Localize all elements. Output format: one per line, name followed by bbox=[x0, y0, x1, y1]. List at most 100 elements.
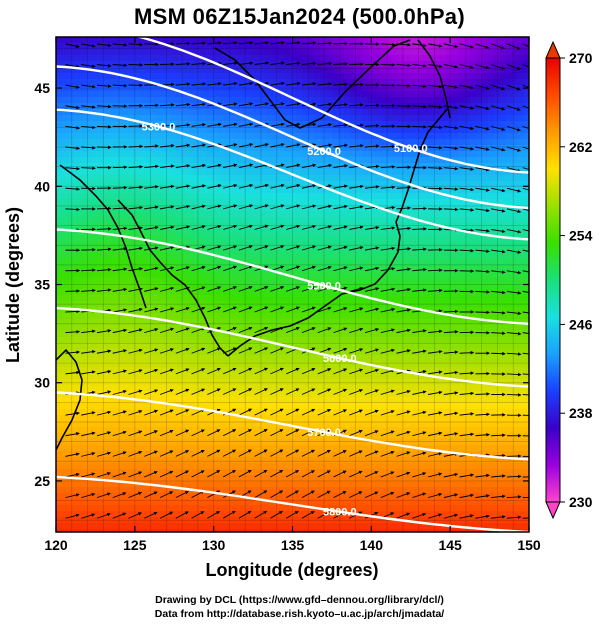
field-cell bbox=[188, 499, 195, 506]
field-cell bbox=[362, 379, 369, 386]
field-cell bbox=[152, 499, 159, 506]
field-cell bbox=[314, 49, 321, 56]
field-cell bbox=[380, 229, 387, 236]
field-cell bbox=[200, 529, 207, 532]
field-cell bbox=[230, 505, 237, 512]
field-cell bbox=[254, 109, 261, 116]
field-cell bbox=[212, 241, 219, 248]
field-cell bbox=[266, 289, 273, 296]
field-cell bbox=[272, 511, 279, 518]
field-cell bbox=[368, 469, 375, 476]
field-cell bbox=[266, 127, 273, 134]
field-cell bbox=[374, 487, 381, 494]
field-cell bbox=[188, 457, 195, 464]
field-cell bbox=[266, 373, 273, 380]
field-cell bbox=[230, 49, 237, 56]
field-cell bbox=[344, 325, 351, 332]
field-cell bbox=[326, 217, 333, 224]
field-cell bbox=[56, 523, 63, 530]
field-cell bbox=[188, 103, 195, 110]
field-cell bbox=[350, 109, 357, 116]
field-cell bbox=[260, 67, 267, 74]
field-cell bbox=[176, 55, 183, 62]
field-cell bbox=[290, 205, 297, 212]
field-cell bbox=[350, 277, 357, 284]
field-cell bbox=[350, 265, 357, 272]
field-cell bbox=[158, 109, 165, 116]
field-cell bbox=[398, 373, 405, 380]
field-cell bbox=[176, 133, 183, 140]
field-cell bbox=[158, 511, 165, 518]
field-cell bbox=[206, 487, 213, 494]
field-cell bbox=[350, 259, 357, 266]
field-cell bbox=[350, 295, 357, 302]
field-cell bbox=[230, 409, 237, 416]
field-cell bbox=[92, 361, 99, 368]
field-cell bbox=[104, 463, 111, 470]
field-cell bbox=[314, 151, 321, 158]
field-cell bbox=[128, 397, 135, 404]
field-cell bbox=[302, 457, 309, 464]
field-cell bbox=[62, 451, 69, 458]
field-cell bbox=[140, 343, 147, 350]
field-cell bbox=[326, 127, 333, 134]
field-cell bbox=[56, 217, 63, 224]
field-cell bbox=[86, 517, 93, 524]
field-cell bbox=[356, 223, 363, 230]
field-cell bbox=[212, 205, 219, 212]
field-cell bbox=[200, 193, 207, 200]
field-cell bbox=[392, 355, 399, 362]
field-cell bbox=[170, 373, 177, 380]
field-cell bbox=[404, 193, 411, 200]
field-cell bbox=[236, 67, 243, 74]
field-cell bbox=[158, 517, 165, 524]
field-cell bbox=[350, 223, 357, 230]
field-cell bbox=[314, 421, 321, 428]
field-cell bbox=[326, 391, 333, 398]
field-cell bbox=[164, 445, 171, 452]
field-cell bbox=[386, 355, 393, 362]
field-cell bbox=[308, 283, 315, 290]
field-cell bbox=[260, 385, 267, 392]
field-cell bbox=[344, 43, 351, 50]
field-cell bbox=[140, 253, 147, 260]
field-cell bbox=[410, 199, 417, 206]
field-cell bbox=[374, 385, 381, 392]
field-cell bbox=[80, 97, 87, 104]
field-cell bbox=[278, 109, 285, 116]
field-cell bbox=[92, 367, 99, 374]
field-cell bbox=[254, 307, 261, 314]
field-cell bbox=[188, 109, 195, 116]
field-cell bbox=[56, 349, 63, 356]
field-cell bbox=[122, 295, 129, 302]
field-cell bbox=[398, 307, 405, 314]
field-cell bbox=[68, 109, 75, 116]
field-cell bbox=[104, 457, 111, 464]
field-cell bbox=[380, 97, 387, 104]
field-cell bbox=[164, 139, 171, 146]
field-cell bbox=[116, 433, 123, 440]
field-cell bbox=[116, 109, 123, 116]
field-cell bbox=[350, 499, 357, 506]
field-cell bbox=[350, 115, 357, 122]
field-cell bbox=[224, 151, 231, 158]
field-cell bbox=[110, 439, 117, 446]
field-cell bbox=[380, 67, 387, 74]
field-cell bbox=[206, 73, 213, 80]
field-cell bbox=[218, 313, 225, 320]
field-cell bbox=[152, 55, 159, 62]
field-cell bbox=[116, 139, 123, 146]
field-cell bbox=[188, 529, 195, 532]
field-cell bbox=[338, 211, 345, 218]
field-cell bbox=[374, 397, 381, 404]
field-cell bbox=[266, 403, 273, 410]
field-cell bbox=[230, 385, 237, 392]
field-cell bbox=[200, 505, 207, 512]
field-cell bbox=[254, 511, 261, 518]
field-cell bbox=[332, 235, 339, 242]
field-cell bbox=[104, 427, 111, 434]
field-cell bbox=[368, 403, 375, 410]
field-cell bbox=[56, 367, 63, 374]
field-cell bbox=[80, 235, 87, 242]
field-cell bbox=[110, 37, 117, 44]
